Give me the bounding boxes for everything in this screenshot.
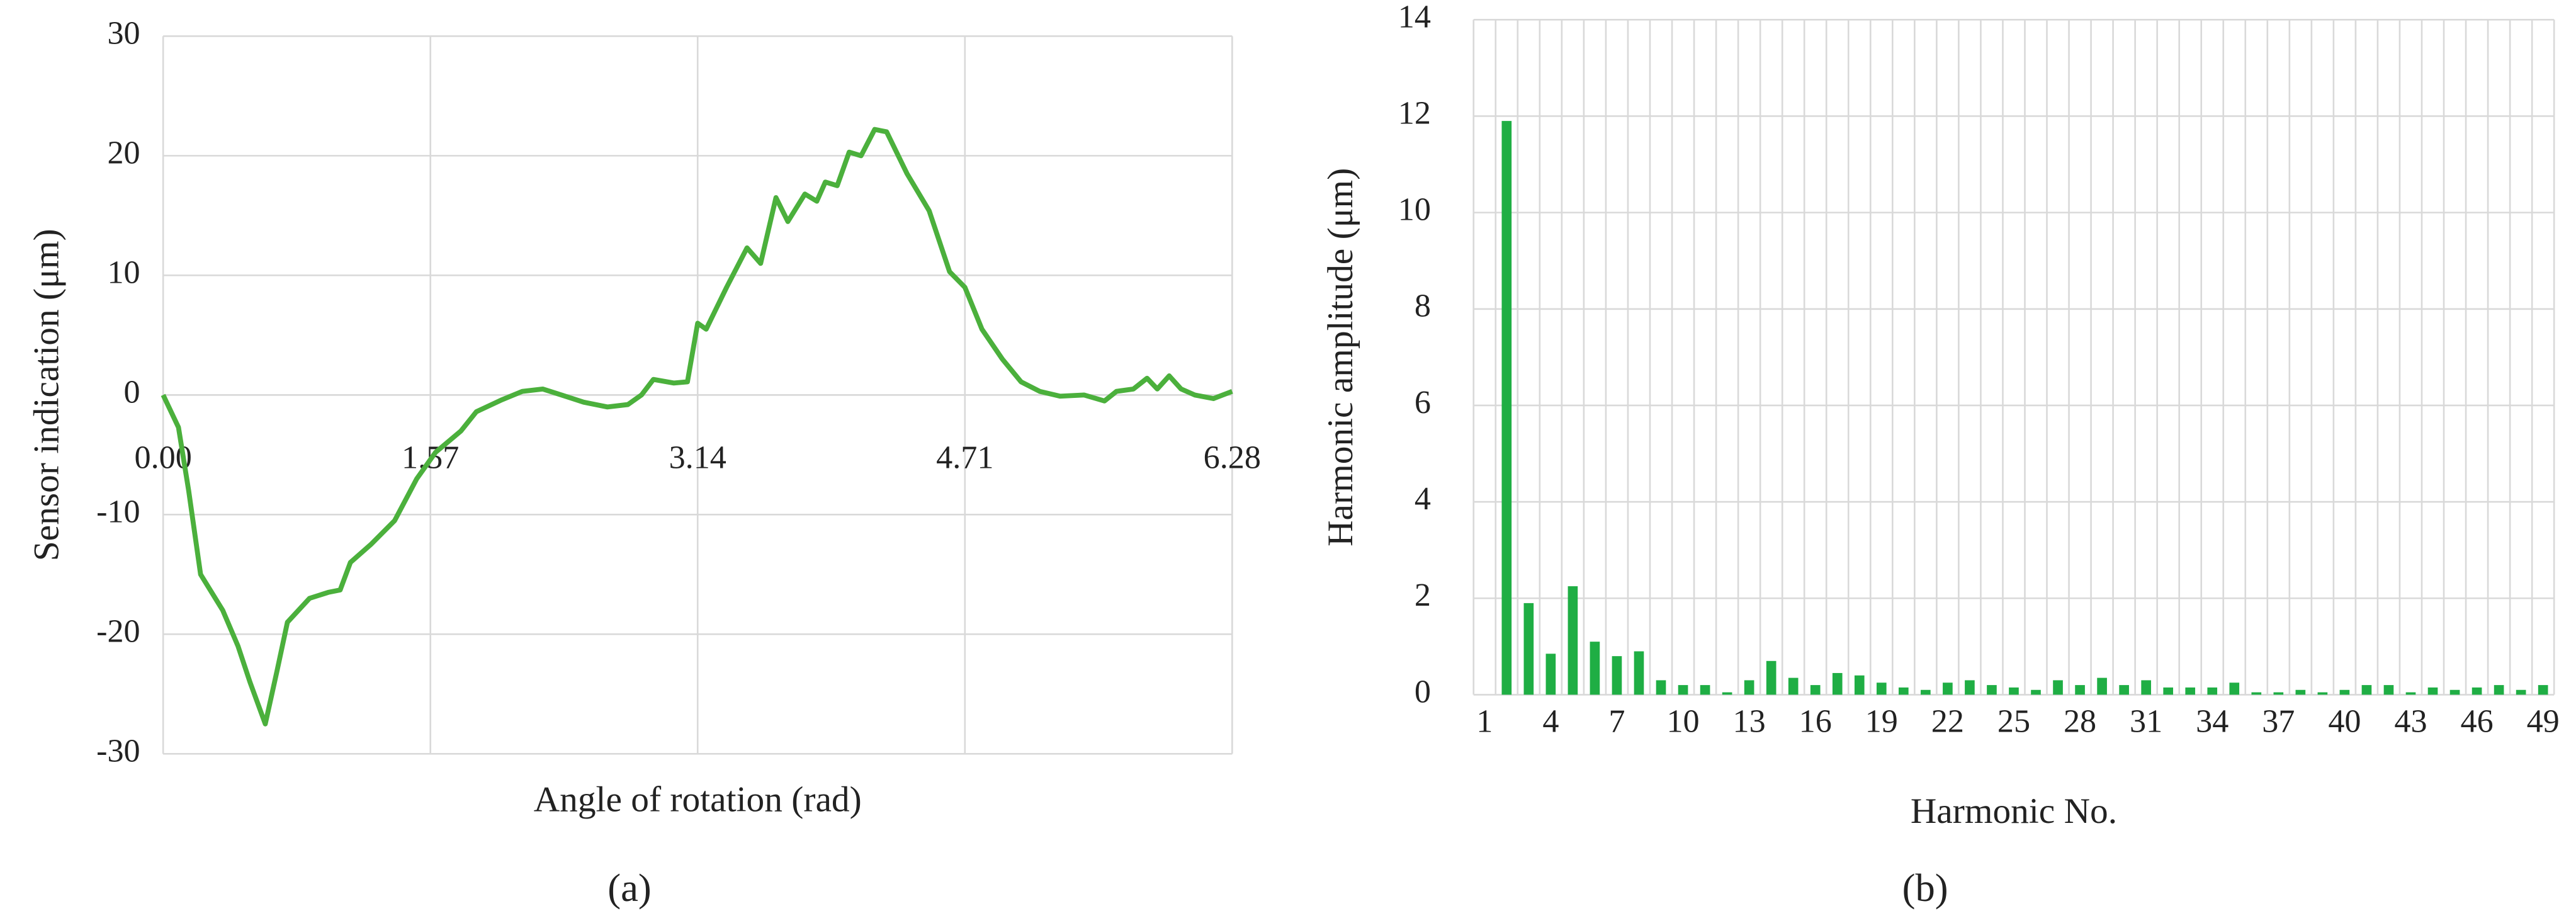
x-tick-label: 4: [1542, 703, 1559, 739]
bar: [2383, 685, 2394, 695]
bar: [1876, 682, 1887, 695]
y-tick-label: 0: [124, 374, 140, 410]
bar: [2141, 680, 2151, 695]
bar: [2119, 685, 2129, 695]
y-tick-label: 8: [1415, 288, 1431, 324]
bar: [2317, 692, 2328, 695]
x-tick-label: 22: [1931, 703, 1964, 739]
x-tick-label: 16: [1799, 703, 1832, 739]
bar: [1854, 675, 1865, 695]
bar: [1921, 689, 1931, 695]
x-tick-label: 10: [1666, 703, 1699, 739]
bar: [1788, 677, 1799, 695]
bar: [2229, 682, 2240, 695]
bar: [1523, 603, 1534, 695]
x-tick-label: 43: [2394, 703, 2427, 739]
x-tick-label: 49: [2527, 703, 2560, 739]
bar: [2538, 685, 2548, 695]
y-tick-label: 0: [1415, 674, 1431, 710]
bar: [1832, 672, 1843, 695]
bar: [1744, 680, 1754, 695]
bar: [1943, 682, 1953, 695]
bar: [2339, 689, 2350, 695]
x-tick-label: 40: [2328, 703, 2361, 739]
x-tick-label: 46: [2461, 703, 2494, 739]
x-tick-label: 19: [1865, 703, 1898, 739]
x-tick-label: 1: [1476, 703, 1493, 739]
y-axis-title: Sensor indication (μm): [26, 229, 66, 561]
y-axis-title: Harmonic amplitude (μm): [1321, 168, 1360, 546]
x-tick-label: 13: [1733, 703, 1766, 739]
bar: [1810, 685, 1821, 695]
x-tick-label: 28: [2064, 703, 2096, 739]
bar: [2251, 692, 2262, 695]
x-tick-label: 3.14: [669, 440, 726, 476]
bar: [1634, 651, 1644, 695]
bar: [2295, 689, 2306, 695]
bar: [2163, 687, 2174, 695]
bar: [2097, 677, 2107, 695]
bar: [2427, 687, 2438, 695]
bar: [1568, 586, 1578, 695]
bar: [2361, 685, 2372, 695]
y-tick-label: 12: [1398, 95, 1431, 131]
bar: [2471, 687, 2482, 695]
bar: [1612, 656, 1622, 695]
bar: [2405, 692, 2416, 695]
bar: [1987, 685, 1997, 695]
y-tick-label: 20: [107, 135, 140, 171]
x-tick-label: 31: [2130, 703, 2162, 739]
bar: [2516, 689, 2526, 695]
bar: [2075, 685, 2085, 695]
bar: [2185, 687, 2196, 695]
x-tick-label: 4.71: [936, 440, 993, 476]
x-tick-label: 7: [1608, 703, 1625, 739]
y-tick-label: 14: [1398, 0, 1431, 35]
x-tick-label: 34: [2196, 703, 2229, 739]
data-line: [161, 127, 1233, 727]
bar: [2053, 680, 2063, 695]
x-axis-title: Angle of rotation (rad): [534, 780, 862, 820]
y-tick-label: 2: [1415, 577, 1431, 613]
bar: [1766, 660, 1777, 695]
y-tick-label: 10: [1398, 192, 1431, 228]
x-tick-label: 6.28: [1204, 440, 1261, 476]
bar: [1965, 680, 1975, 695]
bar: [2449, 689, 2460, 695]
x-axis-title: Harmonic No.: [1911, 791, 2117, 831]
bar: [1899, 687, 1909, 695]
bar: [1545, 654, 1556, 695]
bar: [2494, 685, 2504, 695]
bar: [1590, 642, 1600, 695]
y-tick-label: 4: [1415, 481, 1431, 517]
y-tick-label: 30: [107, 15, 140, 51]
panel-caption: (b): [1902, 866, 1948, 910]
y-tick-label: -10: [96, 494, 140, 529]
bar: [1700, 685, 1710, 695]
y-tick-label: -30: [96, 733, 140, 769]
bar: [1722, 692, 1732, 695]
y-tick-label: 6: [1415, 385, 1431, 421]
bar: [1678, 685, 1688, 695]
bar: [2207, 687, 2218, 695]
bar: [1656, 680, 1666, 695]
y-tick-label: 10: [107, 254, 140, 290]
bar: [1501, 121, 1512, 695]
bar: [2031, 689, 2041, 695]
panel-caption: (a): [607, 866, 651, 910]
bar: [2009, 687, 2019, 695]
bar: [2273, 692, 2284, 695]
x-tick-label: 37: [2262, 703, 2295, 739]
x-tick-label: 25: [1997, 703, 2030, 739]
y-tick-label: -20: [96, 613, 140, 649]
